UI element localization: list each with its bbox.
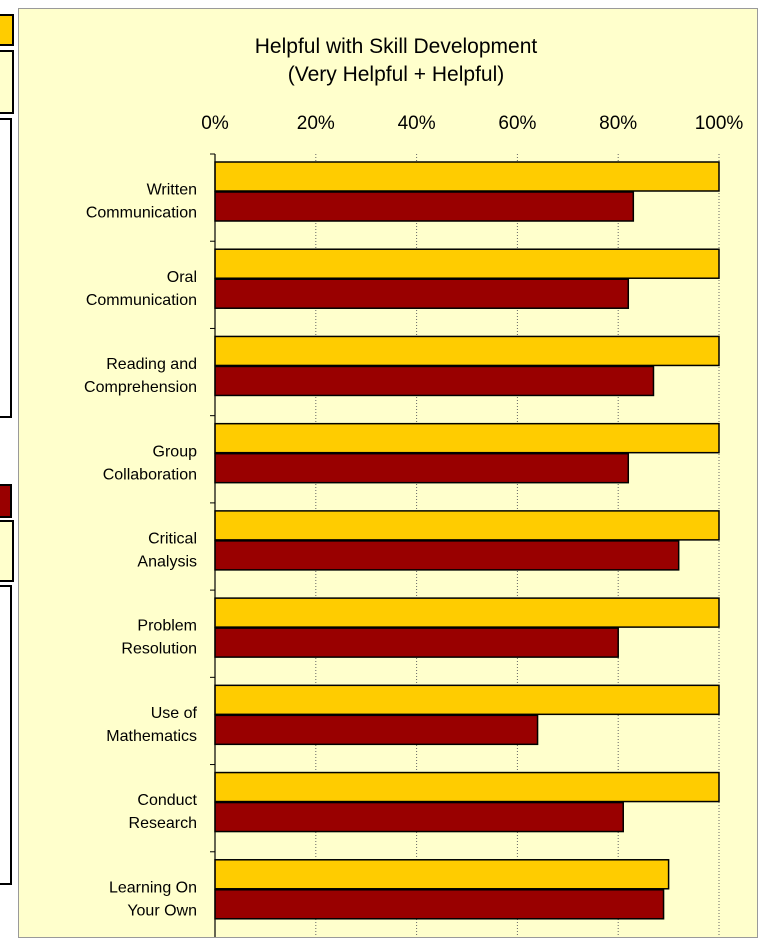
- category-label-line: Research: [129, 815, 197, 832]
- fragment-box-3: [0, 520, 14, 582]
- category-label-line: Mathematics: [106, 728, 197, 745]
- bar: [214, 859, 670, 890]
- bar: [214, 452, 630, 484]
- bar: [214, 278, 630, 309]
- bars: [214, 161, 720, 920]
- bar: [214, 510, 720, 541]
- category-label-line: Conduct: [137, 792, 197, 809]
- bar: [214, 365, 655, 397]
- bar: [214, 597, 720, 628]
- fragment-yellow-bar-top: [0, 14, 14, 46]
- bar: [214, 422, 720, 454]
- category-label-line: Communication: [86, 205, 197, 222]
- category-label-line: Group: [153, 443, 198, 460]
- bar: [214, 714, 539, 746]
- bar: [214, 684, 720, 716]
- bar: [214, 540, 680, 571]
- bar: [214, 161, 720, 192]
- category-label-line: Oral: [167, 269, 197, 286]
- fragment-box-2: [0, 118, 12, 418]
- category-label-line: Your Own: [127, 902, 197, 919]
- bar: [214, 801, 624, 833]
- bar: [214, 889, 665, 920]
- bar: [214, 627, 619, 658]
- chart-panel: Written Communication Oral Communication Rea…: [18, 8, 758, 938]
- bar: [214, 191, 635, 222]
- bar-chart: Written Communication Oral Communication Rea…: [19, 9, 757, 937]
- bar: [214, 248, 720, 279]
- x-tick-label: 20%: [297, 113, 335, 134]
- fragment-red-bar: [0, 484, 12, 518]
- category-label-line: Comprehension: [84, 379, 197, 396]
- fragment-box-1: [0, 50, 14, 114]
- category-label-line: Written: [147, 182, 197, 199]
- category-labels: Written Communication Oral Communication Rea…: [84, 182, 198, 920]
- category-label-line: Problem: [137, 618, 197, 635]
- x-tick-label: 80%: [599, 113, 637, 134]
- category-label-line: Collaboration: [103, 466, 197, 483]
- x-tick-label: 60%: [498, 113, 536, 134]
- x-tick-label: 100%: [695, 113, 744, 134]
- tick-labels: 0% 20% 40% 60% 80% 100%: [201, 113, 743, 134]
- left-neighbor-panel-fragments: [0, 0, 20, 942]
- category-label-line: Analysis: [137, 554, 197, 571]
- bar: [214, 335, 720, 367]
- fragment-box-4: [0, 585, 12, 885]
- category-label-line: Resolution: [121, 641, 197, 658]
- category-label-line: Learning On: [109, 879, 197, 896]
- bar: [214, 771, 720, 803]
- x-tick-label: 40%: [398, 113, 436, 134]
- chart-title: Helpful with Skill Development: [255, 35, 538, 58]
- chart-subtitle: (Very Helpful + Helpful): [288, 63, 505, 86]
- x-tick-label: 0%: [201, 113, 229, 134]
- category-label-line: Communication: [86, 292, 197, 309]
- category-label-line: Use of: [151, 705, 198, 722]
- axes: [210, 153, 216, 937]
- category-label-line: Critical: [148, 531, 197, 548]
- category-label-line: Reading and: [106, 356, 197, 373]
